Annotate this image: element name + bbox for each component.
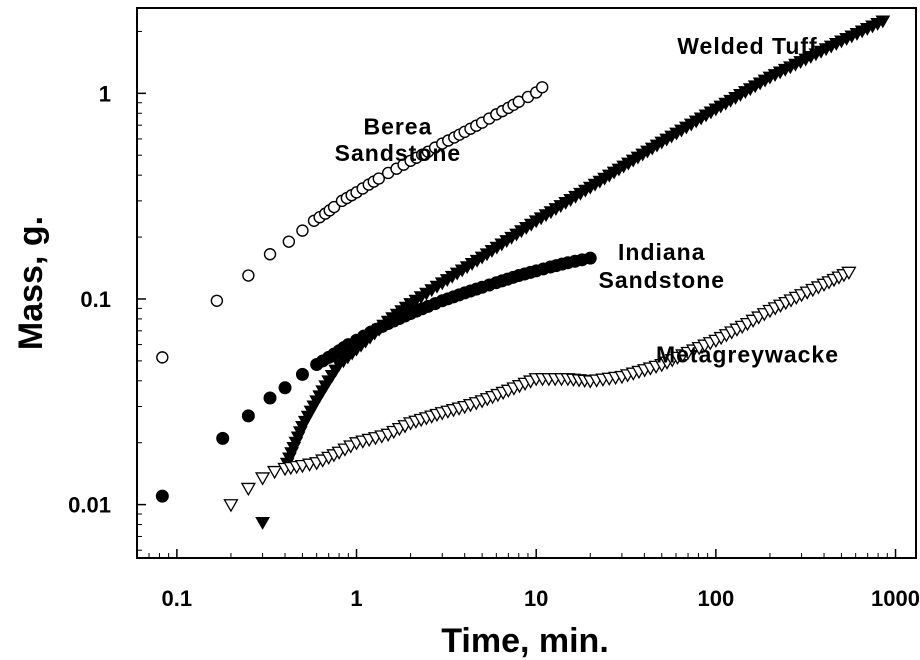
data-point [875,15,891,29]
y-tick-label: 1 [99,81,111,106]
series-annotation: Metagreywacke [656,342,839,368]
y-tick-label: 0.1 [80,287,111,312]
x-axis: 0.1 1 10 100 1000 [136,549,920,611]
data-point [242,269,255,282]
series-annotation: Indiana [618,239,706,265]
series-welded-tuff [255,15,891,530]
data-point [216,431,230,445]
y-axis: 0.01 0.1 1 [68,30,146,551]
data-point [295,367,309,381]
x-tick-label: 1000 [871,586,920,611]
x-axis-title: Time, min. [441,622,609,660]
series-metagreywacke [223,266,857,513]
y-axis-title: Mass, g. [12,216,50,350]
data-point [296,224,309,237]
data-point [841,266,857,280]
data-point [223,499,239,513]
series-annotation: Berea [363,114,432,140]
data-point [266,465,283,480]
data-point [535,81,549,94]
data-point [254,472,271,486]
series-annotation: Welded Tuff [677,33,817,59]
data-point [155,489,169,503]
data-point [372,172,385,185]
series-annotations: Welded TuffBereaSandstoneIndianaSandston… [335,33,839,368]
data-point [282,235,296,248]
x-tick-label: 1 [350,586,362,611]
data-point [255,516,270,530]
data-point [278,381,292,395]
series-annotation: Sandstone [598,267,725,293]
data-point [241,409,255,423]
plot-frame [136,7,917,559]
series-berea-sandstone [156,81,549,364]
data-point [210,294,224,307]
x-tick-label: 10 [524,586,548,611]
series-annotation: Sandstone [335,140,462,166]
y-tick-label: 0.01 [68,493,111,518]
x-tick-label: 100 [698,586,735,611]
data-point [156,351,169,364]
data-point [263,248,277,261]
x-tick-label: 0.1 [162,586,193,611]
data-point [240,482,256,497]
data-point [583,251,597,265]
data-point [263,391,277,405]
data-series [155,15,891,530]
